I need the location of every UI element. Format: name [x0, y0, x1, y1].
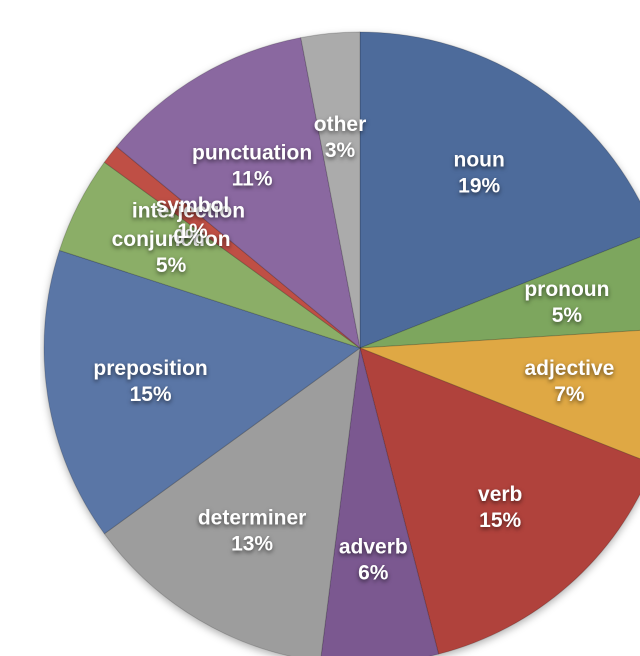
pie-slice-preposition — [43, 249, 361, 535]
pie-label-punctuation: punctuation 11% — [192, 142, 312, 191]
pie-label-pronoun: pronoun 5% — [524, 278, 609, 327]
pie-label-verb: verb 15% — [478, 483, 522, 532]
pie-label-interjection: interjection 0% — [132, 199, 245, 248]
pie-slice-determiner — [103, 347, 361, 656]
pie-slices-group — [43, 31, 640, 656]
pie-label-conjunction: conjunction 5% — [112, 228, 231, 277]
pie-label-determiner: determiner 13% — [198, 507, 307, 556]
pie-labels-group: noun 19% pronoun 5% adjective 7% verb 15% adverb… — [93, 113, 614, 585]
pie-label-adverb: adverb 6% — [339, 536, 408, 585]
pie-slice-pronoun — [359, 236, 640, 349]
pie-label-noun: noun 19% — [454, 149, 505, 198]
pie-slice-noun — [359, 31, 640, 349]
pie-slice-punctuation — [116, 37, 361, 349]
pie-label-symbol: symbol 1% — [156, 194, 230, 243]
pie-label-adjective: adjective 7% — [524, 357, 614, 406]
pie-chart-canvas: noun 19% pronoun 5% adjective 7% verb 15% adverb… — [43, 31, 640, 656]
pie-label-other: other 3% — [314, 113, 367, 162]
pos-pie-chart: noun 19% pronoun 5% adjective 7% verb 15% adverb… — [40, 16, 640, 656]
pie-slice-adverb — [320, 347, 440, 656]
pie-slice-adjective — [359, 329, 640, 460]
pie-slice-symbol — [103, 146, 361, 349]
pie-slice-conjunction — [58, 161, 361, 349]
pie-slice-other — [300, 31, 361, 349]
pie-slice-verb — [359, 347, 640, 655]
pie-label-preposition: preposition 15% — [93, 357, 207, 406]
